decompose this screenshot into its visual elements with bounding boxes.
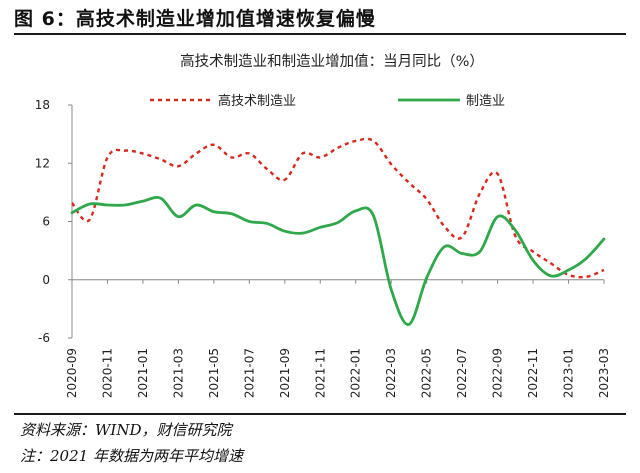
- y-tick-label: -6: [38, 331, 50, 345]
- x-tick-label: 2022-07: [455, 348, 469, 398]
- x-tick-label: 2021-03: [171, 348, 185, 398]
- axes: 18 12 6 0 -6 2020-09 2020-11 2021-01 2021-03 2021…: [35, 98, 611, 398]
- x-tick-label: 2020-09: [65, 348, 79, 398]
- series-line-high-tech: [71, 137, 605, 279]
- legend: 高技术制造业 制造业: [150, 93, 505, 109]
- x-tick-label: 2021-11: [313, 348, 327, 398]
- y-tick-label: 12: [35, 156, 50, 170]
- series-line-manufacturing: [70, 196, 606, 326]
- bottom-rule: [14, 413, 626, 415]
- footnote: 注：2021 年数据为两年平均增速: [20, 447, 243, 465]
- legend-label: 制造业: [466, 94, 505, 109]
- x-tick-label: 2022-03: [384, 348, 398, 398]
- x-tick-label: 2021-09: [278, 348, 292, 398]
- series-lines: [70, 137, 606, 326]
- x-tick-label: 2022-05: [420, 348, 434, 398]
- x-tick-label: 2023-03: [597, 348, 611, 398]
- x-tick-label: 2023-01: [562, 348, 576, 398]
- x-tick-label: 2021-07: [242, 348, 256, 398]
- chart-title: 高技术制造业和制造业增加值：当月同比（%）: [180, 53, 484, 70]
- x-tick-label: 2022-01: [349, 348, 363, 398]
- x-tick-label: 2021-01: [136, 348, 150, 398]
- legend-label: 高技术制造业: [218, 93, 296, 109]
- top-rule: [14, 33, 626, 35]
- x-tick-label: 2022-09: [491, 348, 505, 398]
- y-tick-label: 0: [42, 273, 50, 287]
- source-note: 资料来源：WIND，财信研究院: [20, 421, 232, 439]
- x-tick-label: 2022-11: [526, 348, 540, 398]
- x-tick-label: 2021-05: [207, 348, 221, 398]
- x-tick-label: 2020-11: [100, 348, 114, 398]
- y-tick-label: 18: [35, 98, 50, 112]
- figure-title: 图 6：高技术制造业增加值增速恢复偏慢: [14, 8, 376, 30]
- y-tick-label: 6: [42, 215, 50, 229]
